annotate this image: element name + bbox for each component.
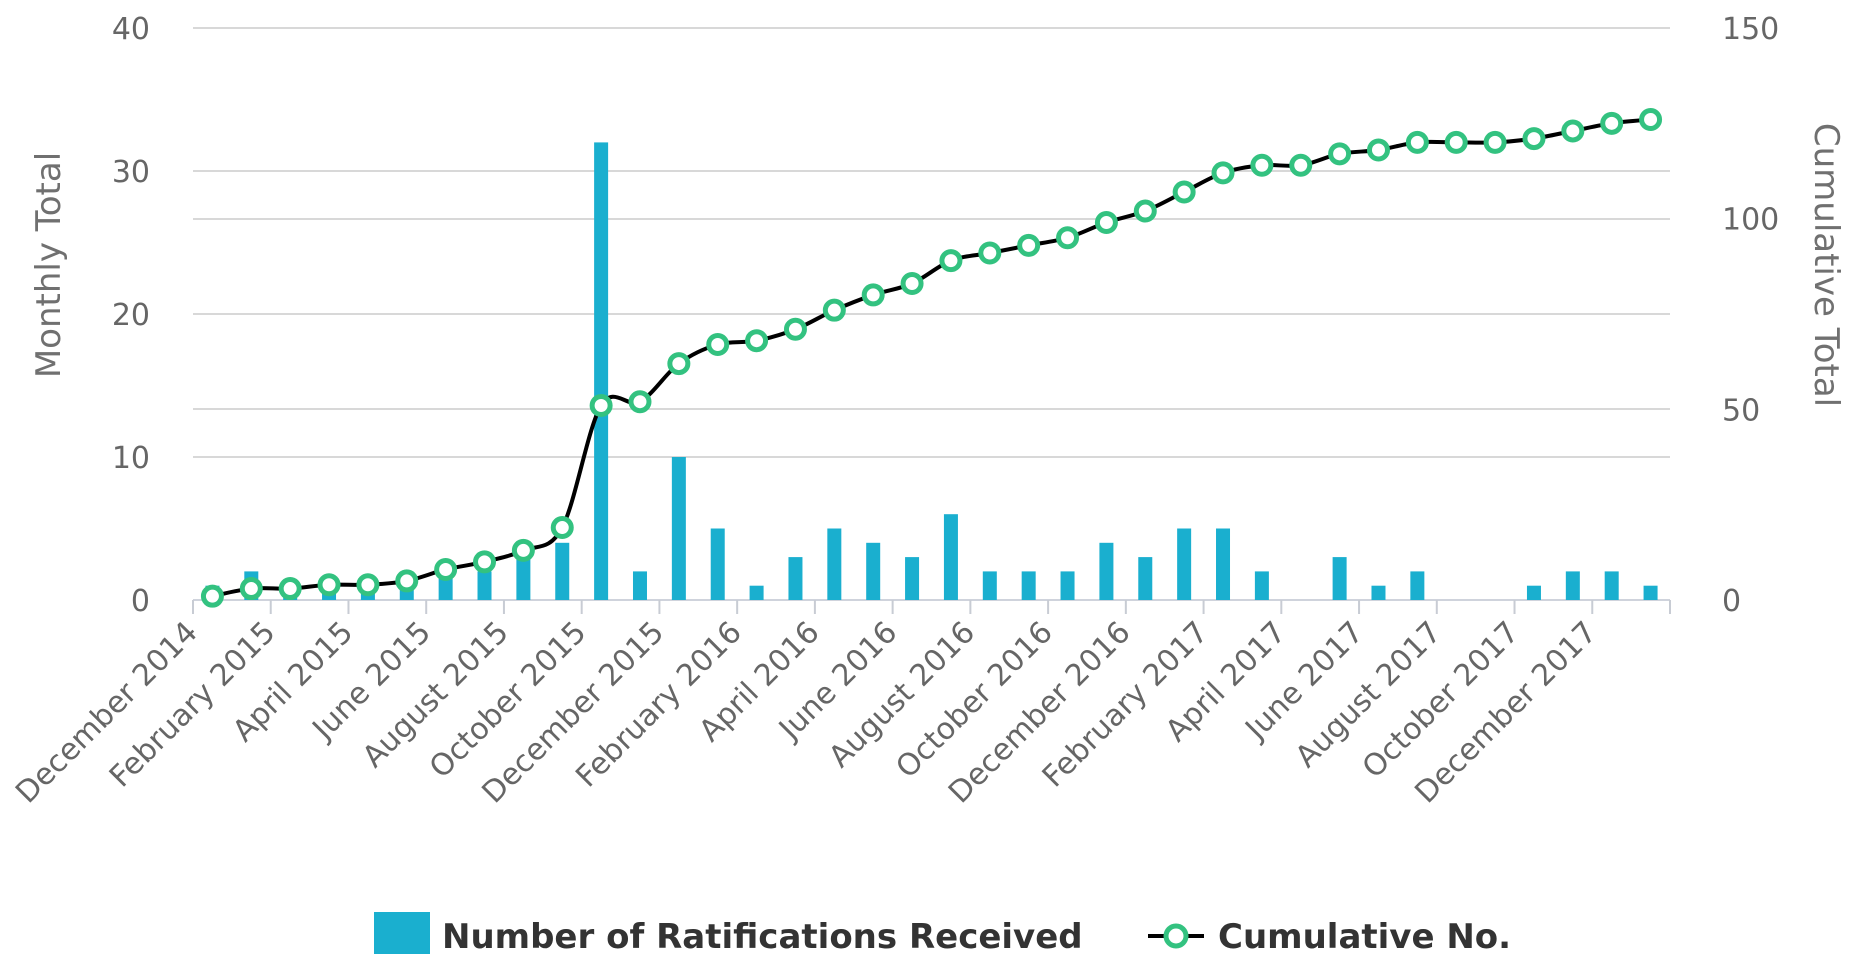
bar	[1643, 585, 1658, 600]
left-y-tick-label: 40	[112, 12, 150, 47]
cumulative-point	[1211, 161, 1235, 185]
cumulative-point	[1639, 108, 1663, 132]
left-y-axis: 0 10 20 30 40	[112, 12, 150, 619]
cumulative-point	[239, 577, 263, 601]
bar	[1410, 571, 1425, 600]
bar	[1177, 528, 1192, 600]
bar	[1138, 557, 1153, 600]
bar	[749, 585, 764, 600]
legend-item-line[interactable]: Cumulative No.	[1148, 917, 1511, 954]
legend-line-label: Cumulative No.	[1218, 917, 1511, 954]
cumulative-point	[939, 249, 963, 273]
cumulative-point	[511, 538, 535, 562]
cumulative-point	[1405, 130, 1429, 154]
left-y-tick-label: 30	[112, 155, 150, 190]
cumulative-point	[1444, 130, 1468, 154]
cumulative-point	[473, 550, 497, 574]
cumulative-point	[1289, 153, 1313, 177]
cumulative-point	[589, 394, 613, 418]
left-y-tick-label: 0	[131, 584, 150, 619]
cumulative-point	[317, 573, 341, 597]
bar	[982, 571, 997, 600]
cumulative-point	[1017, 233, 1041, 257]
cumulative-point	[978, 241, 1002, 265]
cumulative-point	[1522, 127, 1546, 151]
legend-line-marker	[1163, 923, 1189, 949]
bar	[905, 557, 920, 600]
cumulative-point	[200, 584, 224, 608]
cumulative-point	[900, 271, 924, 295]
legend-bar-swatch	[374, 912, 430, 954]
cumulative-point	[1328, 142, 1352, 166]
bar	[1216, 528, 1231, 600]
bar	[943, 514, 958, 600]
bar	[516, 557, 531, 600]
bar	[555, 542, 570, 600]
cumulative-point	[1366, 138, 1390, 162]
left-y-axis-title: Monthly Total	[29, 152, 69, 378]
cumulative-point	[356, 573, 380, 597]
legend-item-bars[interactable]: Number of Ratifications Received	[374, 912, 1083, 954]
bar	[866, 542, 881, 600]
bar	[1604, 571, 1619, 600]
cumulative-point	[278, 577, 302, 601]
cumulative-point	[667, 352, 691, 376]
bar	[1371, 585, 1386, 600]
right-y-axis: 0 50 100 150	[1722, 12, 1779, 619]
cumulative-point	[1250, 153, 1274, 177]
cumulative-point	[434, 557, 458, 581]
cumulative-point	[1094, 210, 1118, 234]
right-y-tick-label: 100	[1722, 203, 1779, 238]
bar	[671, 457, 686, 600]
bar-series	[205, 142, 1658, 600]
bar	[1565, 571, 1580, 600]
cumulative-point	[1600, 111, 1624, 135]
right-y-axis-title: Cumulative Total	[1806, 123, 1846, 407]
cumulative-point	[822, 298, 846, 322]
cumulative-line	[212, 117, 1651, 599]
bar	[710, 528, 725, 600]
right-y-tick-label: 50	[1722, 393, 1760, 428]
grid-lines	[193, 27, 1670, 601]
left-y-tick-label: 20	[112, 298, 150, 333]
bar	[632, 571, 647, 600]
cumulative-point	[628, 390, 652, 414]
cumulative-point	[1133, 199, 1157, 223]
bar	[1099, 542, 1114, 600]
cumulative-point	[550, 516, 574, 540]
legend-bar-label: Number of Ratifications Received	[442, 917, 1083, 954]
cumulative-point	[745, 329, 769, 353]
bar	[788, 557, 803, 600]
cumulative-line-series	[200, 108, 1663, 608]
cumulative-point	[1056, 226, 1080, 250]
bar	[477, 571, 492, 600]
bar	[1254, 571, 1269, 600]
bar	[827, 528, 842, 600]
legend[interactable]: Number of Ratifications Received Cumulat…	[374, 912, 1511, 954]
cumulative-point	[861, 283, 885, 307]
cumulative-point	[783, 317, 807, 341]
cumulative-point	[395, 569, 419, 593]
bar	[1332, 557, 1347, 600]
cumulative-point	[1483, 130, 1507, 154]
bar	[594, 142, 609, 600]
bar	[1021, 571, 1036, 600]
bar	[1060, 571, 1075, 600]
left-y-tick-label: 10	[112, 441, 150, 476]
cumulative-point	[1561, 119, 1585, 143]
bar	[1526, 585, 1541, 600]
cumulative-point	[1172, 180, 1196, 204]
cumulative-point	[706, 333, 730, 357]
right-y-tick-label: 0	[1722, 584, 1741, 619]
right-y-tick-label: 150	[1722, 12, 1779, 47]
